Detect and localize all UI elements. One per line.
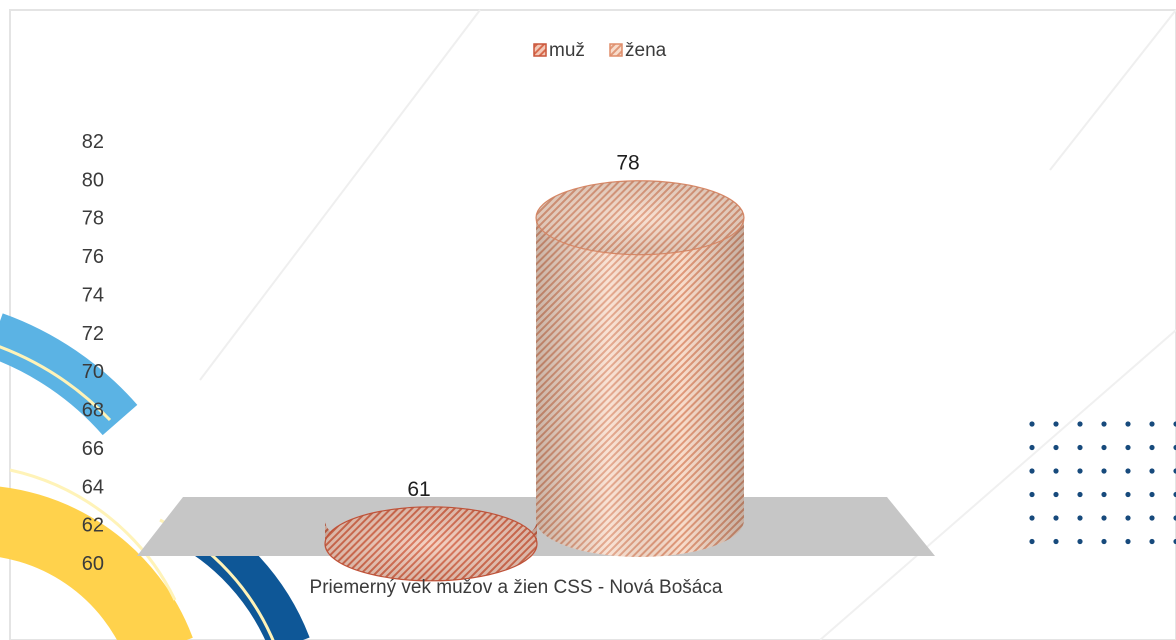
y-tick-label: 74 [82, 284, 104, 306]
decor-dot [1125, 538, 1131, 545]
decor-line [819, 329, 1176, 640]
legend-label-zena: žena [625, 40, 667, 61]
decor-dot [1053, 538, 1059, 545]
bar-zena-top-shade [536, 180, 744, 255]
decor-dot [1149, 444, 1155, 451]
bar-muz [324, 506, 538, 582]
decor-dot [1053, 515, 1059, 521]
decor-arc-yellow [0, 486, 193, 640]
y-tick-label: 78 [82, 208, 104, 230]
decor-dot [1173, 515, 1176, 521]
decor-line [199, 9, 481, 381]
decorative-arcs [0, 313, 310, 640]
decor-dot [1125, 491, 1131, 498]
decor-dot [1053, 421, 1059, 427]
bar-zena-shade [536, 217, 744, 557]
decor-dot [1101, 538, 1107, 545]
decor-dot [1173, 538, 1176, 545]
decorative-dot-grid [1029, 421, 1176, 545]
decor-dot [1101, 491, 1107, 498]
decor-dot [1077, 538, 1083, 545]
decor-dot [1101, 444, 1107, 451]
decor-dot [1101, 468, 1107, 474]
decor-arc-cream-3 [9, 468, 177, 601]
y-tick-label: 82 [82, 131, 104, 153]
bar-muz-top-shade [325, 506, 537, 581]
decor-dot [1125, 444, 1131, 451]
y-axis: 60 62 64 66 68 70 72 74 76 78 80 82 [82, 131, 104, 575]
decor-dot [1053, 468, 1059, 474]
y-tick-label: 72 [82, 323, 104, 345]
decor-dot [1029, 491, 1035, 498]
decor-dot [1077, 421, 1083, 427]
bar-zena [535, 180, 745, 557]
decor-dot [1173, 421, 1176, 427]
legend-swatch-muz [533, 43, 547, 57]
legend: muž žena [533, 40, 667, 61]
category-label: Priemerný vek mužov a žien CSS - Nová Bo… [310, 577, 723, 598]
data-labels: 61 78 [407, 152, 639, 501]
y-tick-label: 64 [82, 476, 104, 498]
y-tick-label: 60 [82, 553, 104, 575]
decor-dot [1077, 468, 1083, 474]
decor-dot [1077, 491, 1083, 498]
data-label-muz: 61 [407, 478, 430, 501]
decor-arc-cream [0, 345, 112, 422]
decor-dot [1149, 538, 1155, 545]
y-tick-label: 66 [82, 438, 104, 460]
decor-dot [1125, 515, 1131, 521]
decor-dot [1053, 491, 1059, 498]
decor-dot [1053, 444, 1059, 451]
decor-dot [1173, 491, 1176, 498]
bars [324, 180, 745, 582]
y-tick-label: 62 [82, 515, 104, 537]
decor-dot [1077, 444, 1083, 451]
decor-dot [1077, 515, 1083, 521]
decor-dot [1101, 515, 1107, 521]
y-tick-label: 70 [82, 361, 104, 383]
decor-dot [1125, 421, 1131, 427]
decor-dot [1149, 491, 1155, 498]
decor-dot [1101, 421, 1107, 427]
decor-dot [1125, 468, 1131, 474]
decor-dot [1029, 515, 1035, 521]
decor-dot [1029, 444, 1035, 451]
legend-swatch-zena [609, 43, 623, 57]
decor-dot [1029, 468, 1035, 474]
decor-dot [1173, 468, 1176, 474]
y-tick-label: 76 [82, 246, 104, 268]
decor-dot [1149, 421, 1155, 427]
y-tick-label: 80 [82, 169, 104, 191]
decor-dot [1173, 444, 1176, 451]
decor-dot [1029, 421, 1035, 427]
decor-line [1049, 9, 1176, 171]
decor-arc-blue [0, 313, 138, 436]
decor-dot [1029, 538, 1035, 545]
legend-label-muz: muž [549, 40, 585, 61]
decor-dot [1149, 468, 1155, 474]
data-label-zena: 78 [616, 152, 639, 175]
decor-dot [1149, 515, 1155, 521]
y-tick-label: 68 [82, 400, 104, 422]
